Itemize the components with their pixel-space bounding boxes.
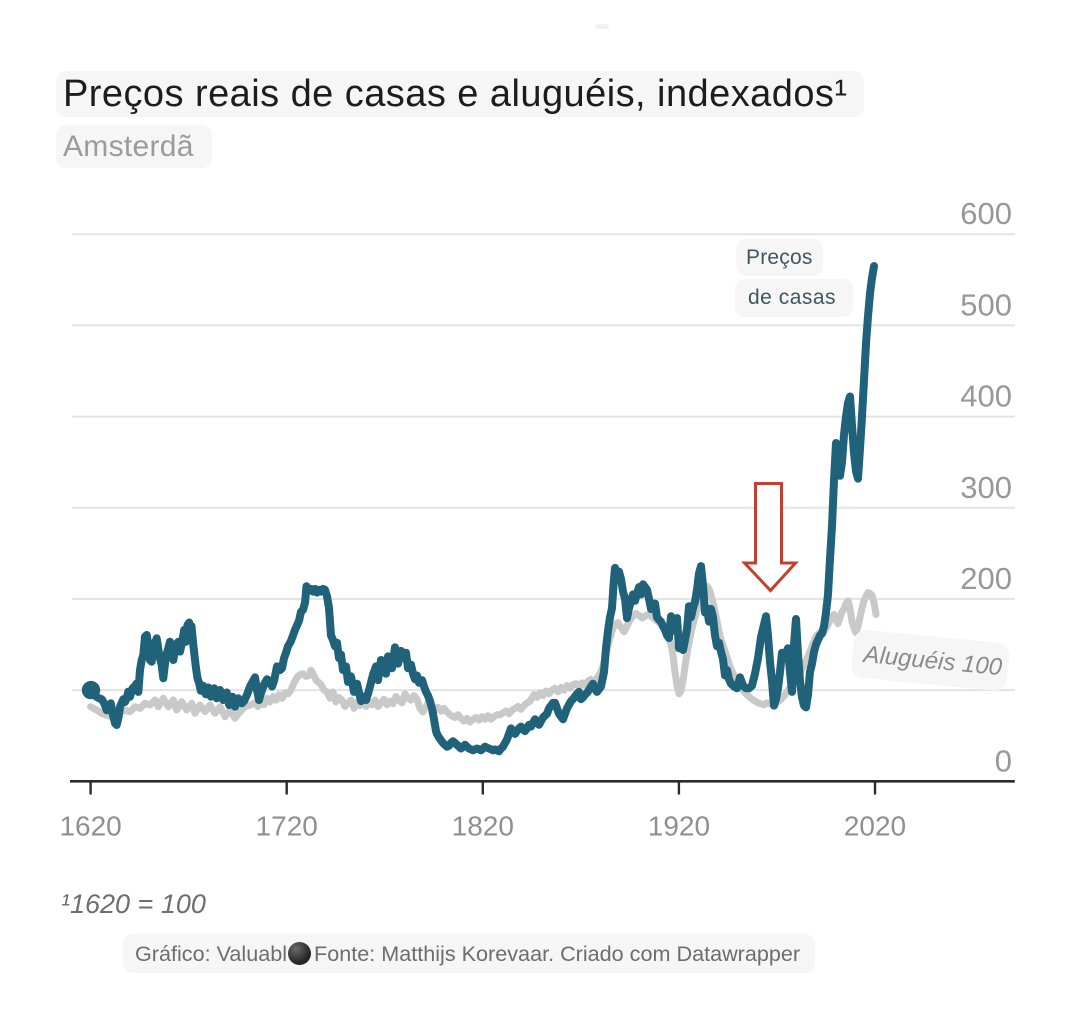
svg-text:1620: 1620 (59, 810, 121, 841)
svg-text:0: 0 (995, 743, 1012, 778)
svg-text:300: 300 (960, 470, 1012, 505)
svg-text:1720: 1720 (256, 810, 318, 841)
svg-text:500: 500 (960, 287, 1012, 322)
svg-text:400: 400 (960, 379, 1012, 414)
svg-text:600: 600 (960, 196, 1012, 231)
svg-text:1920: 1920 (648, 810, 710, 841)
svg-text:1820: 1820 (452, 810, 514, 841)
svg-text:200: 200 (960, 561, 1012, 596)
svg-text:2020: 2020 (844, 810, 906, 841)
